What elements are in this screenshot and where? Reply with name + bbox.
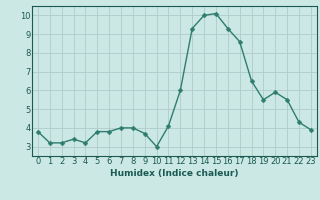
X-axis label: Humidex (Indice chaleur): Humidex (Indice chaleur) — [110, 169, 239, 178]
